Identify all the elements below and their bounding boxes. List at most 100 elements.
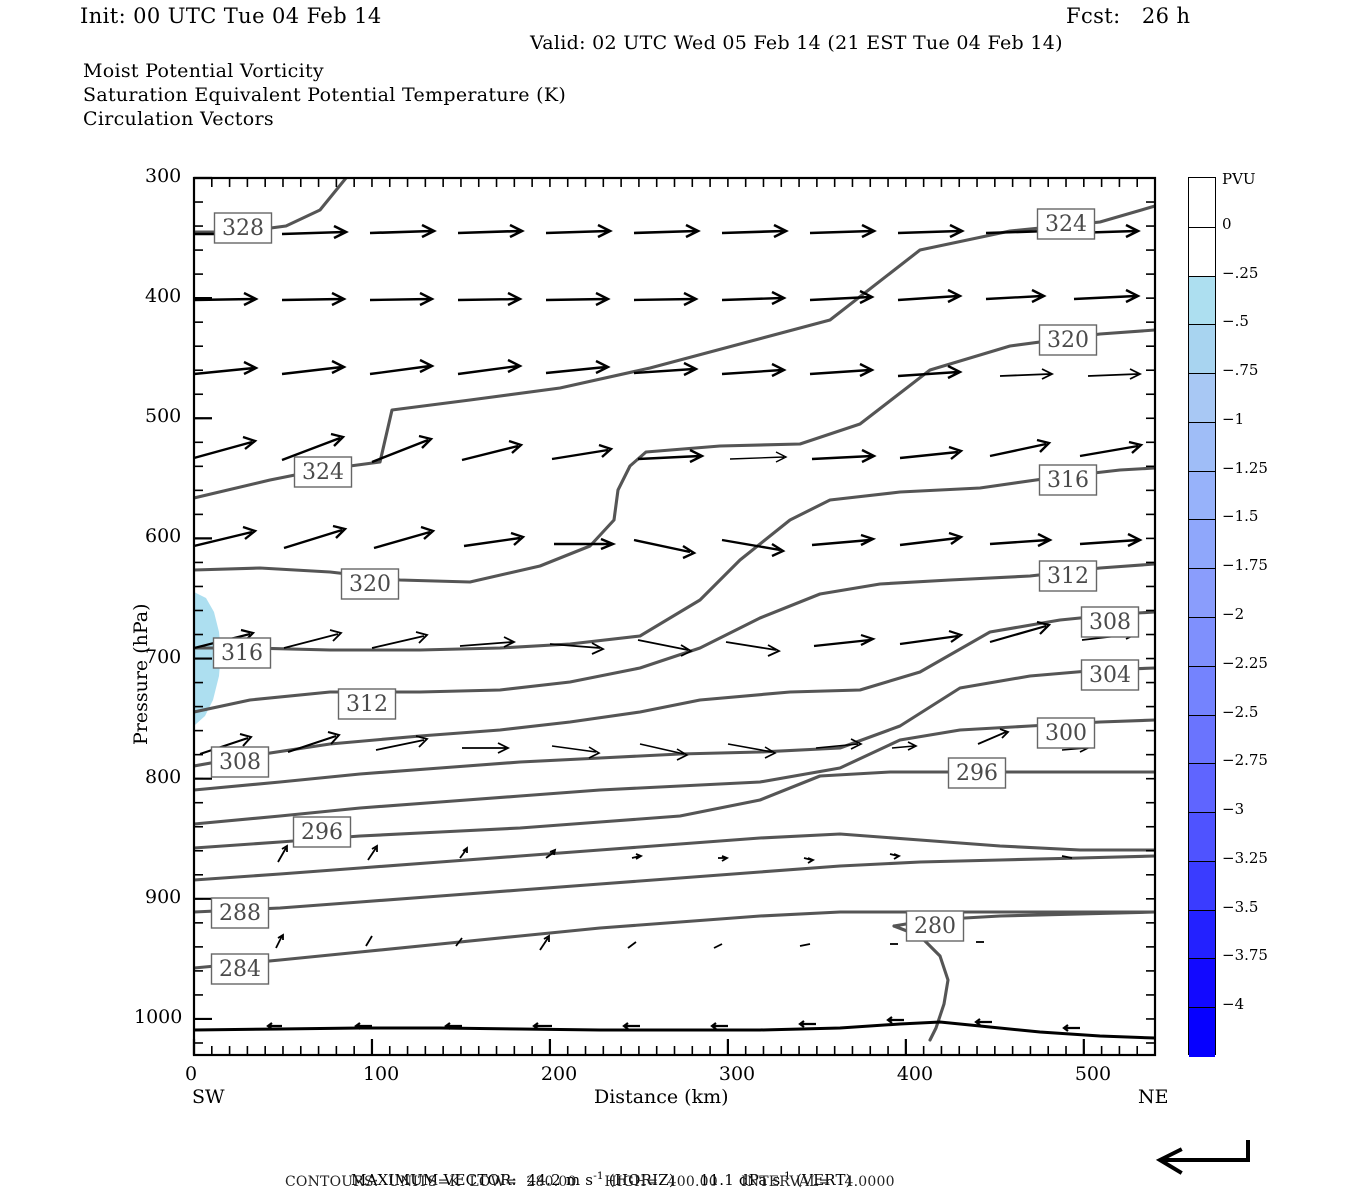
colorbar-title: PVU [1222, 170, 1256, 188]
colorbar-tick-label: −1.25 [1222, 458, 1268, 477]
colorbar-tick-label: −.75 [1222, 361, 1259, 380]
surface-terrain-line [194, 1020, 1155, 1040]
x-axis-left-endpoint: SW [192, 1086, 225, 1108]
colorbar-band [1189, 421, 1215, 472]
svg-text:316: 316 [1047, 468, 1089, 493]
x-tick-label: 0 [185, 1063, 198, 1085]
svg-text:312: 312 [1047, 564, 1089, 589]
colorbar-tick-label: −.5 [1222, 312, 1249, 331]
contour-settings-line: CONTOURS: UNITS=K LOW= 280.00 HIGH= 400.… [285, 1174, 895, 1190]
colorbar-tick-label: −1.75 [1222, 556, 1268, 575]
svg-text:284: 284 [219, 957, 261, 982]
y-tick-label: 500 [145, 405, 182, 428]
colorbar-band [1189, 275, 1215, 326]
y-tick-label: 900 [145, 885, 182, 908]
colorbar-tick-label: −2.5 [1222, 702, 1259, 721]
colorbar-tick-label: −4 [1222, 995, 1245, 1014]
x-tick-label: 100 [362, 1063, 400, 1085]
max-vector-vert-tag: (VERT) [795, 1171, 852, 1189]
colorbar-band [1189, 373, 1215, 423]
colorbar-band [1189, 763, 1215, 814]
field-title-line-3: Circulation Vectors [83, 108, 274, 130]
max-vector-vert-exponent: -1 [780, 1170, 792, 1182]
contour-label: 308 [1080, 606, 1140, 638]
contour-label: 284 [210, 953, 270, 985]
contour-label: 320 [340, 568, 400, 600]
colorbar-band [1189, 958, 1215, 1009]
colorbar-band [1189, 812, 1215, 862]
forecast-hour-label: Fcst: 26 h [1066, 4, 1191, 28]
colorbar-tick-label: −1.5 [1222, 507, 1259, 526]
max-vector-vert-value: 11.1 dPa s [699, 1171, 781, 1189]
contour-label: 296 [292, 816, 352, 848]
reference-vector [1155, 1140, 1250, 1175]
svg-text:324: 324 [302, 460, 344, 485]
theta-e-contours [194, 178, 1155, 1042]
max-vector-label: MAXIMUM VECTOR: [350, 1171, 517, 1189]
colorbar-band [1189, 860, 1215, 911]
colorbar-tick-label: −3.25 [1222, 848, 1268, 867]
colorbar-band [1189, 519, 1215, 570]
colorbar-band [1189, 178, 1215, 227]
colorbar-tick-label: −2.75 [1222, 751, 1268, 770]
contour-label: 316 [1038, 464, 1098, 496]
svg-text:288: 288 [219, 901, 261, 926]
colorbar-tick-label: −3.75 [1222, 946, 1268, 965]
colorbar-tick-label: −3.5 [1222, 897, 1259, 916]
svg-text:300: 300 [1045, 721, 1087, 746]
contour-label: 280 [905, 910, 965, 942]
max-vector-horiz-value: 44.2 m s [526, 1171, 594, 1189]
svg-text:312: 312 [346, 692, 388, 717]
max-vector-horiz-tag: (HORIZ) [608, 1171, 675, 1189]
colorbar-band [1189, 909, 1215, 960]
colorbar-band [1189, 568, 1215, 618]
svg-text:280: 280 [914, 914, 956, 939]
contour-label: 328 [213, 212, 273, 244]
y-tick-label: 700 [145, 645, 182, 668]
field-title-line-1: Moist Potential Vorticity [83, 60, 324, 82]
colorbar-tick-label: −3 [1222, 800, 1245, 819]
contour-label: 312 [1038, 560, 1098, 592]
colorbar-tick-label: −2 [1222, 605, 1245, 623]
contour-label: 324 [293, 456, 353, 488]
svg-text:324: 324 [1045, 212, 1087, 237]
y-tick-label: 600 [145, 525, 182, 548]
x-tick-label: 400 [896, 1063, 934, 1085]
x-tick-label: 300 [718, 1063, 756, 1085]
contour-label: 316 [212, 637, 272, 669]
colorbar-band [1189, 324, 1215, 375]
circulation-vectors [194, 223, 1144, 1032]
valid-time-label: Valid: 02 UTC Wed 05 Feb 14 (21 EST Tue … [530, 32, 1063, 54]
max-vector-horiz-exponent: -1 [593, 1170, 604, 1182]
svg-text:320: 320 [1047, 328, 1089, 353]
colorbar-band [1189, 714, 1215, 765]
y-tick-label: 400 [145, 285, 182, 308]
y-tick-label: 300 [145, 165, 182, 187]
contour-label: 288 [210, 897, 270, 929]
colorbar-band [1189, 226, 1215, 277]
contour-label: 300 [1036, 717, 1096, 749]
y-tick-label: 800 [145, 765, 182, 788]
contour-label: 296 [947, 757, 1007, 789]
x-axis-right-endpoint: NE [1138, 1086, 1169, 1108]
contour-label: 320 [1038, 324, 1098, 356]
colorbar-tick-label: −.25 [1222, 263, 1259, 282]
contour-label: 304 [1080, 659, 1140, 691]
max-vector-line: MAXIMUM VECTOR: 44.2 m s-1 (HORIZ) 11.1 … [341, 1152, 852, 1189]
field-title-line-2: Saturation Equivalent Potential Temperat… [83, 84, 567, 106]
pvu-colorbar [1188, 177, 1216, 1057]
x-tick-label: 500 [1074, 1063, 1112, 1085]
colorbar-band [1189, 665, 1215, 716]
x-tick-label: 200 [540, 1063, 578, 1085]
svg-text:316: 316 [221, 641, 263, 666]
x-axis-title: Distance (km) [594, 1086, 729, 1108]
init-time-label: Init: 00 UTC Tue 04 Feb 14 [80, 4, 382, 28]
svg-text:308: 308 [219, 750, 261, 775]
contour-label-group: 328 324 320 324 316 320 312 308 316 304 312 300 308 2… [210, 208, 1140, 985]
svg-text:304: 304 [1089, 663, 1131, 688]
colorbar-band [1189, 1007, 1215, 1057]
contour-label: 324 [1036, 208, 1096, 240]
colorbar-band [1189, 617, 1215, 667]
svg-text:296: 296 [301, 820, 343, 845]
